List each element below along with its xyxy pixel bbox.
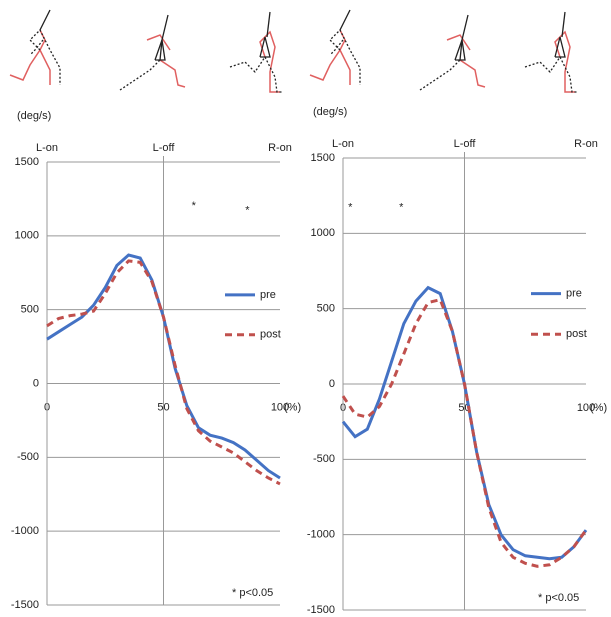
significance-mark: * [192, 200, 197, 212]
stick-figure [9, 9, 61, 86]
note: * p<0.05 [232, 587, 273, 599]
x-unit: (%) [590, 402, 607, 414]
y-tick-label: -1000 [11, 525, 39, 537]
stick-figure [229, 11, 284, 93]
y-tick-label: 0 [329, 378, 335, 390]
stick-figure [524, 11, 579, 93]
y-tick-label: -1000 [307, 529, 335, 541]
stick-figure [419, 14, 486, 91]
stick-figure [119, 14, 186, 91]
phase-label: L-on [36, 142, 58, 154]
phase-label: L-off [153, 142, 176, 154]
x-tick-label: 100 [577, 402, 595, 414]
y-tick-label: 0 [33, 377, 39, 389]
y-tick-label: 1500 [311, 152, 335, 164]
phase-label: R-on [268, 142, 292, 154]
y-tick-label: 1000 [15, 230, 39, 242]
phase-label: L-on [332, 138, 354, 150]
y-axis-label: (deg/s) [313, 106, 347, 118]
legend-label: post [260, 329, 281, 341]
x-tick-label: 100 [271, 401, 289, 413]
phase-label: L-off [454, 138, 477, 150]
y-axis-label: (deg/s) [17, 110, 51, 122]
y-tick-label: -1500 [11, 599, 39, 611]
phase-label: R-on [574, 138, 598, 150]
y-tick-label: -500 [313, 453, 335, 465]
note: * p<0.05 [538, 592, 579, 604]
y-tick-label: 1500 [15, 156, 39, 168]
data-line [46, 259, 281, 486]
stick-figure [309, 9, 361, 86]
legend-label: post [566, 328, 587, 340]
y-tick-label: -1500 [307, 604, 335, 616]
legend-label: pre [566, 288, 582, 300]
significance-mark: * [348, 202, 353, 214]
y-tick-label: 1000 [311, 227, 335, 239]
significance-mark: * [245, 205, 250, 217]
y-tick-label: -500 [17, 451, 39, 463]
significance-mark: * [399, 202, 404, 214]
y-tick-label: 500 [317, 303, 335, 315]
legend-label: pre [260, 289, 276, 301]
y-tick-label: 500 [21, 304, 39, 316]
x-unit: (%) [284, 401, 301, 413]
data-line [341, 297, 588, 568]
